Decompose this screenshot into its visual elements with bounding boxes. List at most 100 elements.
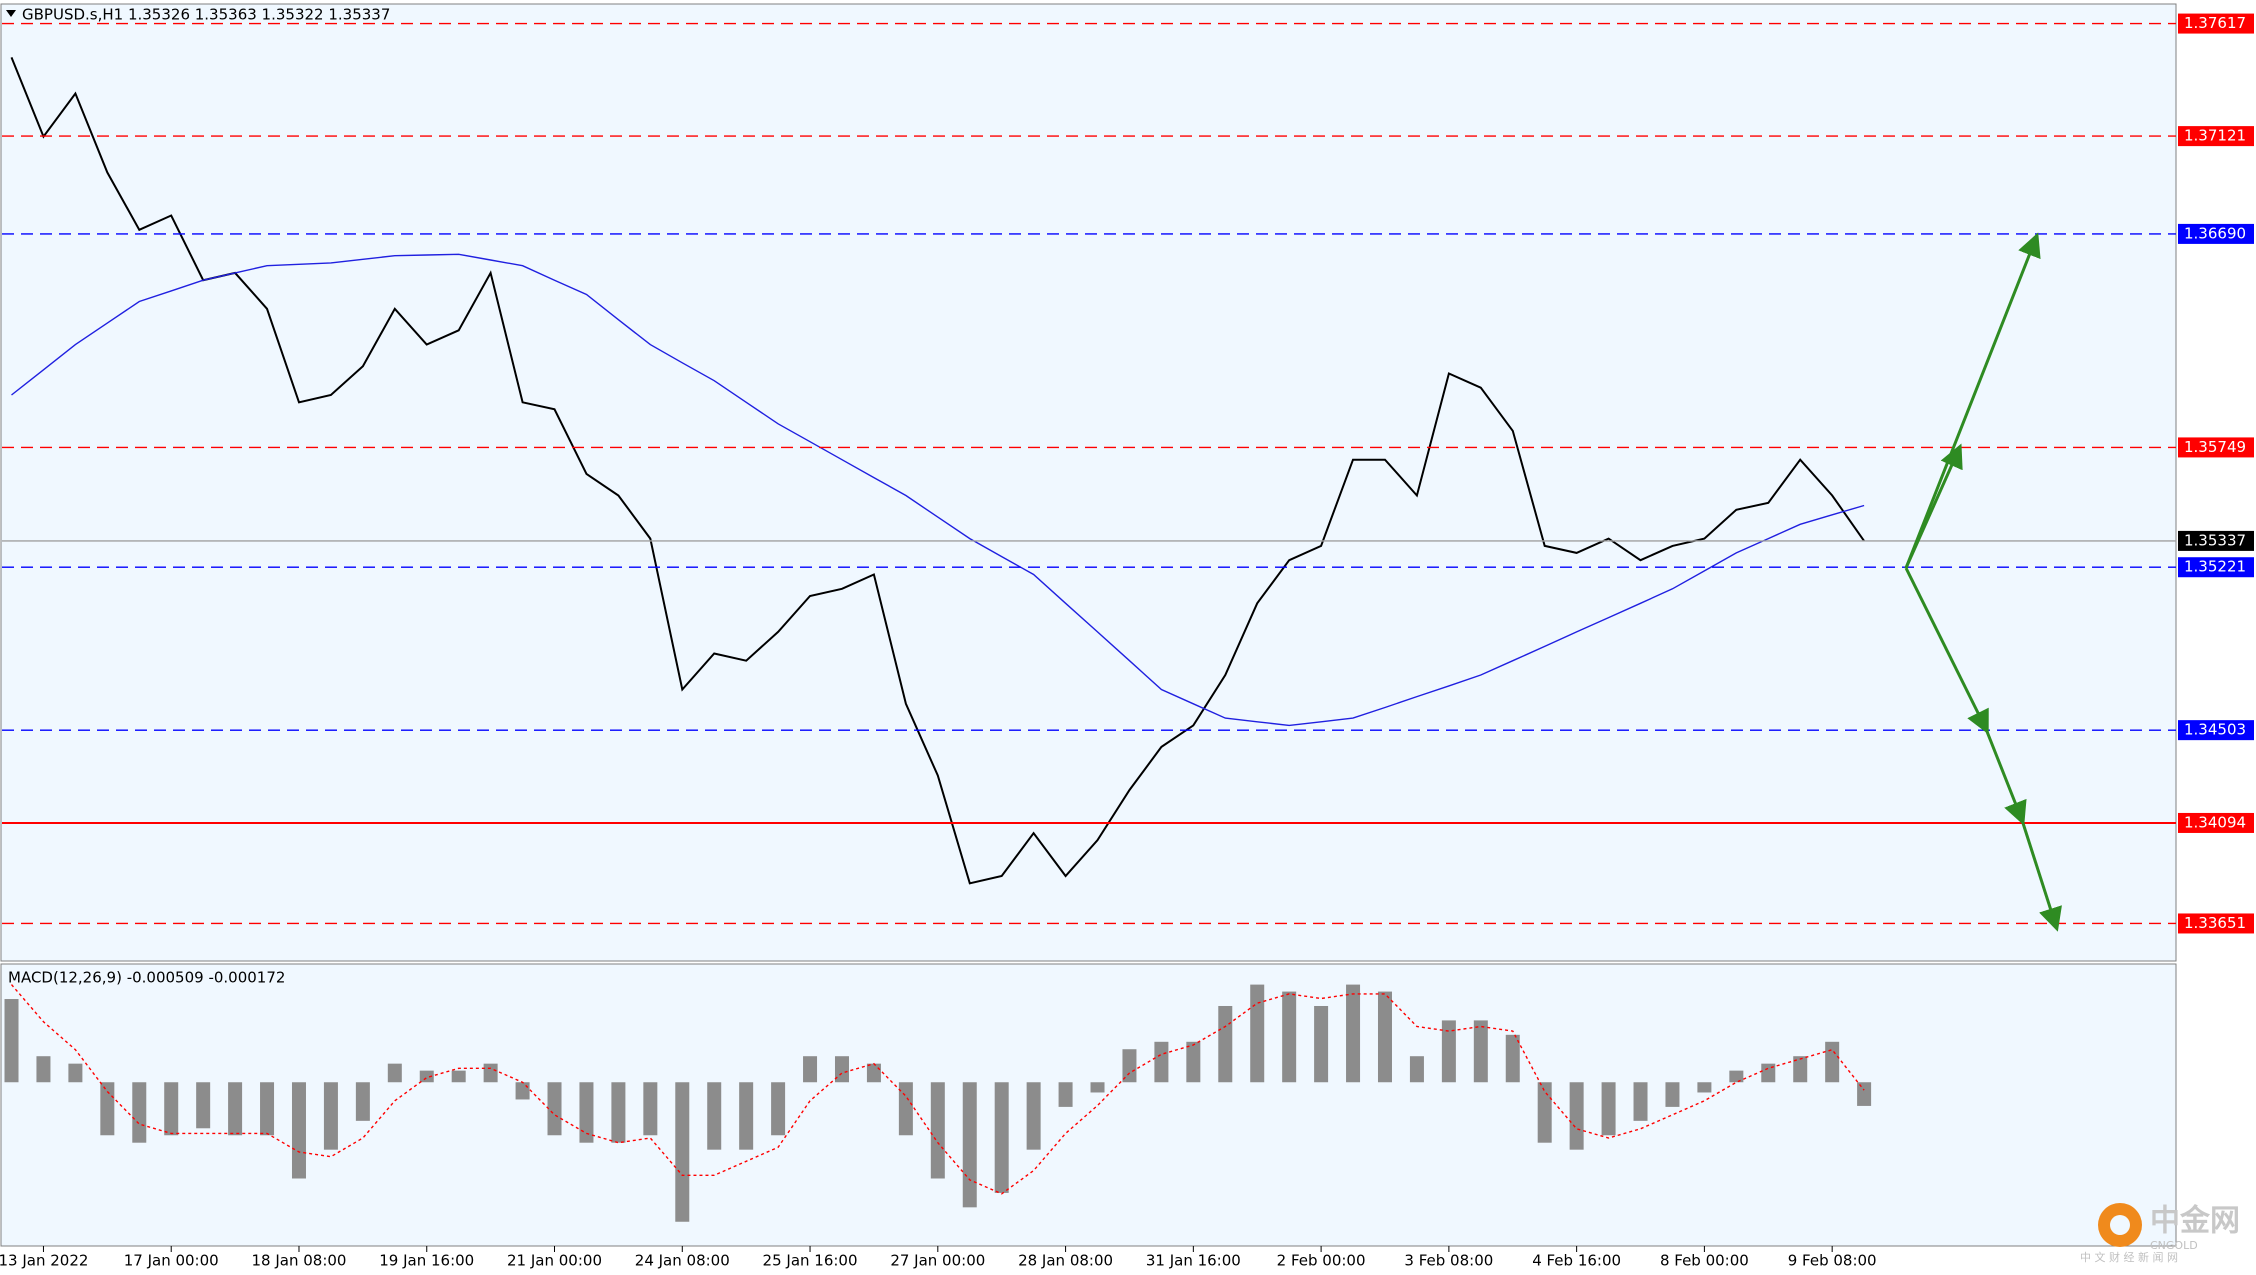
macd-bar: [1409, 1056, 1424, 1083]
x-tick-label: 17 Jan 00:00: [124, 1252, 219, 1270]
price-level-label: 1.34503: [2184, 721, 2246, 739]
macd-bar: [483, 1063, 498, 1083]
macd-bar: [771, 1082, 786, 1136]
macd-bar: [323, 1082, 338, 1150]
macd-bar: [1633, 1082, 1648, 1121]
x-tick-label: 19 Jan 16:00: [379, 1252, 474, 1270]
macd-bar: [675, 1082, 690, 1222]
macd-bar: [1729, 1070, 1744, 1083]
macd-bar: [1058, 1082, 1073, 1107]
macd-bar: [994, 1082, 1009, 1193]
macd-bar: [36, 1056, 51, 1083]
macd-bar: [866, 1063, 881, 1083]
price-line: [10, 57, 1865, 885]
moving-average-line: [11, 253, 1865, 727]
price-level-label: 1.33651: [2184, 914, 2246, 932]
up-arrow-first: [1904, 443, 1963, 569]
macd-bar: [291, 1082, 306, 1179]
macd-bar: [611, 1082, 626, 1143]
macd-bar: [1473, 1020, 1488, 1083]
macd-bar: [1505, 1034, 1520, 1083]
macd-bar: [1761, 1063, 1776, 1083]
signal-line: [10, 984, 1865, 1195]
projection-arrows: [1904, 232, 2062, 932]
macd-bar: [1122, 1049, 1137, 1083]
macd-bar: [1857, 1082, 1872, 1106]
x-tick-label: 31 Jan 16:00: [1146, 1252, 1241, 1270]
x-tick-label: 24 Jan 08:00: [635, 1252, 730, 1270]
macd-bar: [1090, 1082, 1105, 1093]
price-level-label: 1.37617: [2184, 14, 2246, 32]
price-panel: [0, 3, 2177, 962]
macd-bar: [515, 1082, 530, 1100]
macd-bar: [930, 1082, 945, 1179]
macd-bar: [1441, 1020, 1456, 1083]
macd-bar: [1250, 984, 1265, 1083]
price-level-box: [2178, 437, 2254, 458]
x-tick-label: 13 Jan 2022: [0, 1252, 88, 1270]
macd-bar: [1314, 1005, 1329, 1083]
up-arrow-target: [1904, 232, 2041, 569]
x-tick-label: 9 Feb 08:00: [1788, 1252, 1877, 1270]
x-tick-label: 2 Feb 00:00: [1277, 1252, 1366, 1270]
watermark-logo-inner: [2110, 1215, 2130, 1235]
price-level-label: 1.35337: [2184, 531, 2246, 549]
macd-bar: [898, 1082, 913, 1136]
macd-bar: [834, 1056, 849, 1083]
macd-bar: [1601, 1082, 1616, 1136]
macd-bar: [4, 999, 19, 1083]
macd-bar: [100, 1082, 115, 1136]
price-level-box: [2178, 720, 2254, 741]
macd-bar: [1282, 991, 1297, 1083]
macd-bar: [1665, 1082, 1680, 1107]
macd-bar: [803, 1056, 818, 1083]
x-tick-label: 18 Jan 08:00: [251, 1252, 346, 1270]
macd-bar: [132, 1082, 147, 1143]
data-layer: [2, 22, 2176, 1222]
price-level-box: [2178, 557, 2254, 578]
down-arrow-third: [2020, 819, 2062, 932]
macd-bar: [228, 1082, 243, 1136]
macd-bar: [1793, 1056, 1808, 1083]
price-level-label: 1.37121: [2184, 127, 2246, 145]
chart-title: GBPUSD.s,H1 1.35326 1.35363 1.35322 1.35…: [22, 6, 390, 24]
watermark-tagline: 中 文 财 经 新 闻 网: [2080, 1250, 2178, 1264]
price-level-box: [2178, 126, 2254, 147]
x-tick-label: 3 Feb 08:00: [1404, 1252, 1493, 1270]
macd-bar: [1186, 1041, 1201, 1083]
macd-bar: [962, 1082, 977, 1208]
macd-bar: [1377, 991, 1392, 1083]
label-layer: 1.37617 1.37121 1.36690 1.35749 1.35337 1.352…: [0, 13, 2254, 1270]
macd-bar: [1218, 1005, 1233, 1083]
macd-bar: [1537, 1082, 1552, 1143]
x-tick-label: 4 Feb 16:00: [1532, 1252, 1621, 1270]
watermark-sub: CNGOLD: [2150, 1239, 2198, 1252]
price-level-label: 1.36690: [2184, 224, 2246, 242]
x-tick-label: 28 Jan 08:00: [1018, 1252, 1113, 1270]
x-tick-label: 8 Feb 00:00: [1660, 1252, 1749, 1270]
macd-bar: [579, 1082, 594, 1143]
macd-bar: [1825, 1041, 1840, 1083]
macd-bar: [260, 1082, 275, 1136]
price-level-box: [2178, 223, 2254, 244]
macd-bar: [1569, 1082, 1584, 1150]
macd-bar: [547, 1082, 562, 1136]
symbol-icon: [6, 10, 16, 17]
macd-bar: [451, 1070, 466, 1083]
price-level-box: [2178, 913, 2254, 934]
price-level-label: 1.35221: [2184, 558, 2246, 576]
price-level-box: [2178, 812, 2254, 833]
x-tick-label: 21 Jan 00:00: [507, 1252, 602, 1270]
macd-bar: [196, 1082, 211, 1129]
macd-bar: [1026, 1082, 1041, 1150]
price-level-label: 1.35749: [2184, 438, 2246, 456]
macd-bar: [355, 1082, 370, 1121]
macd-bar: [387, 1063, 402, 1083]
macd-bar: [643, 1082, 658, 1136]
watermark: 中金网 CNGOLD 中 文 财 经 新 闻 网: [2080, 1203, 2240, 1264]
macd-bar: [1697, 1082, 1712, 1093]
x-tick-label: 27 Jan 00:00: [890, 1252, 985, 1270]
watermark-name: 中金网: [2150, 1204, 2240, 1239]
macd-bar: [164, 1082, 179, 1136]
